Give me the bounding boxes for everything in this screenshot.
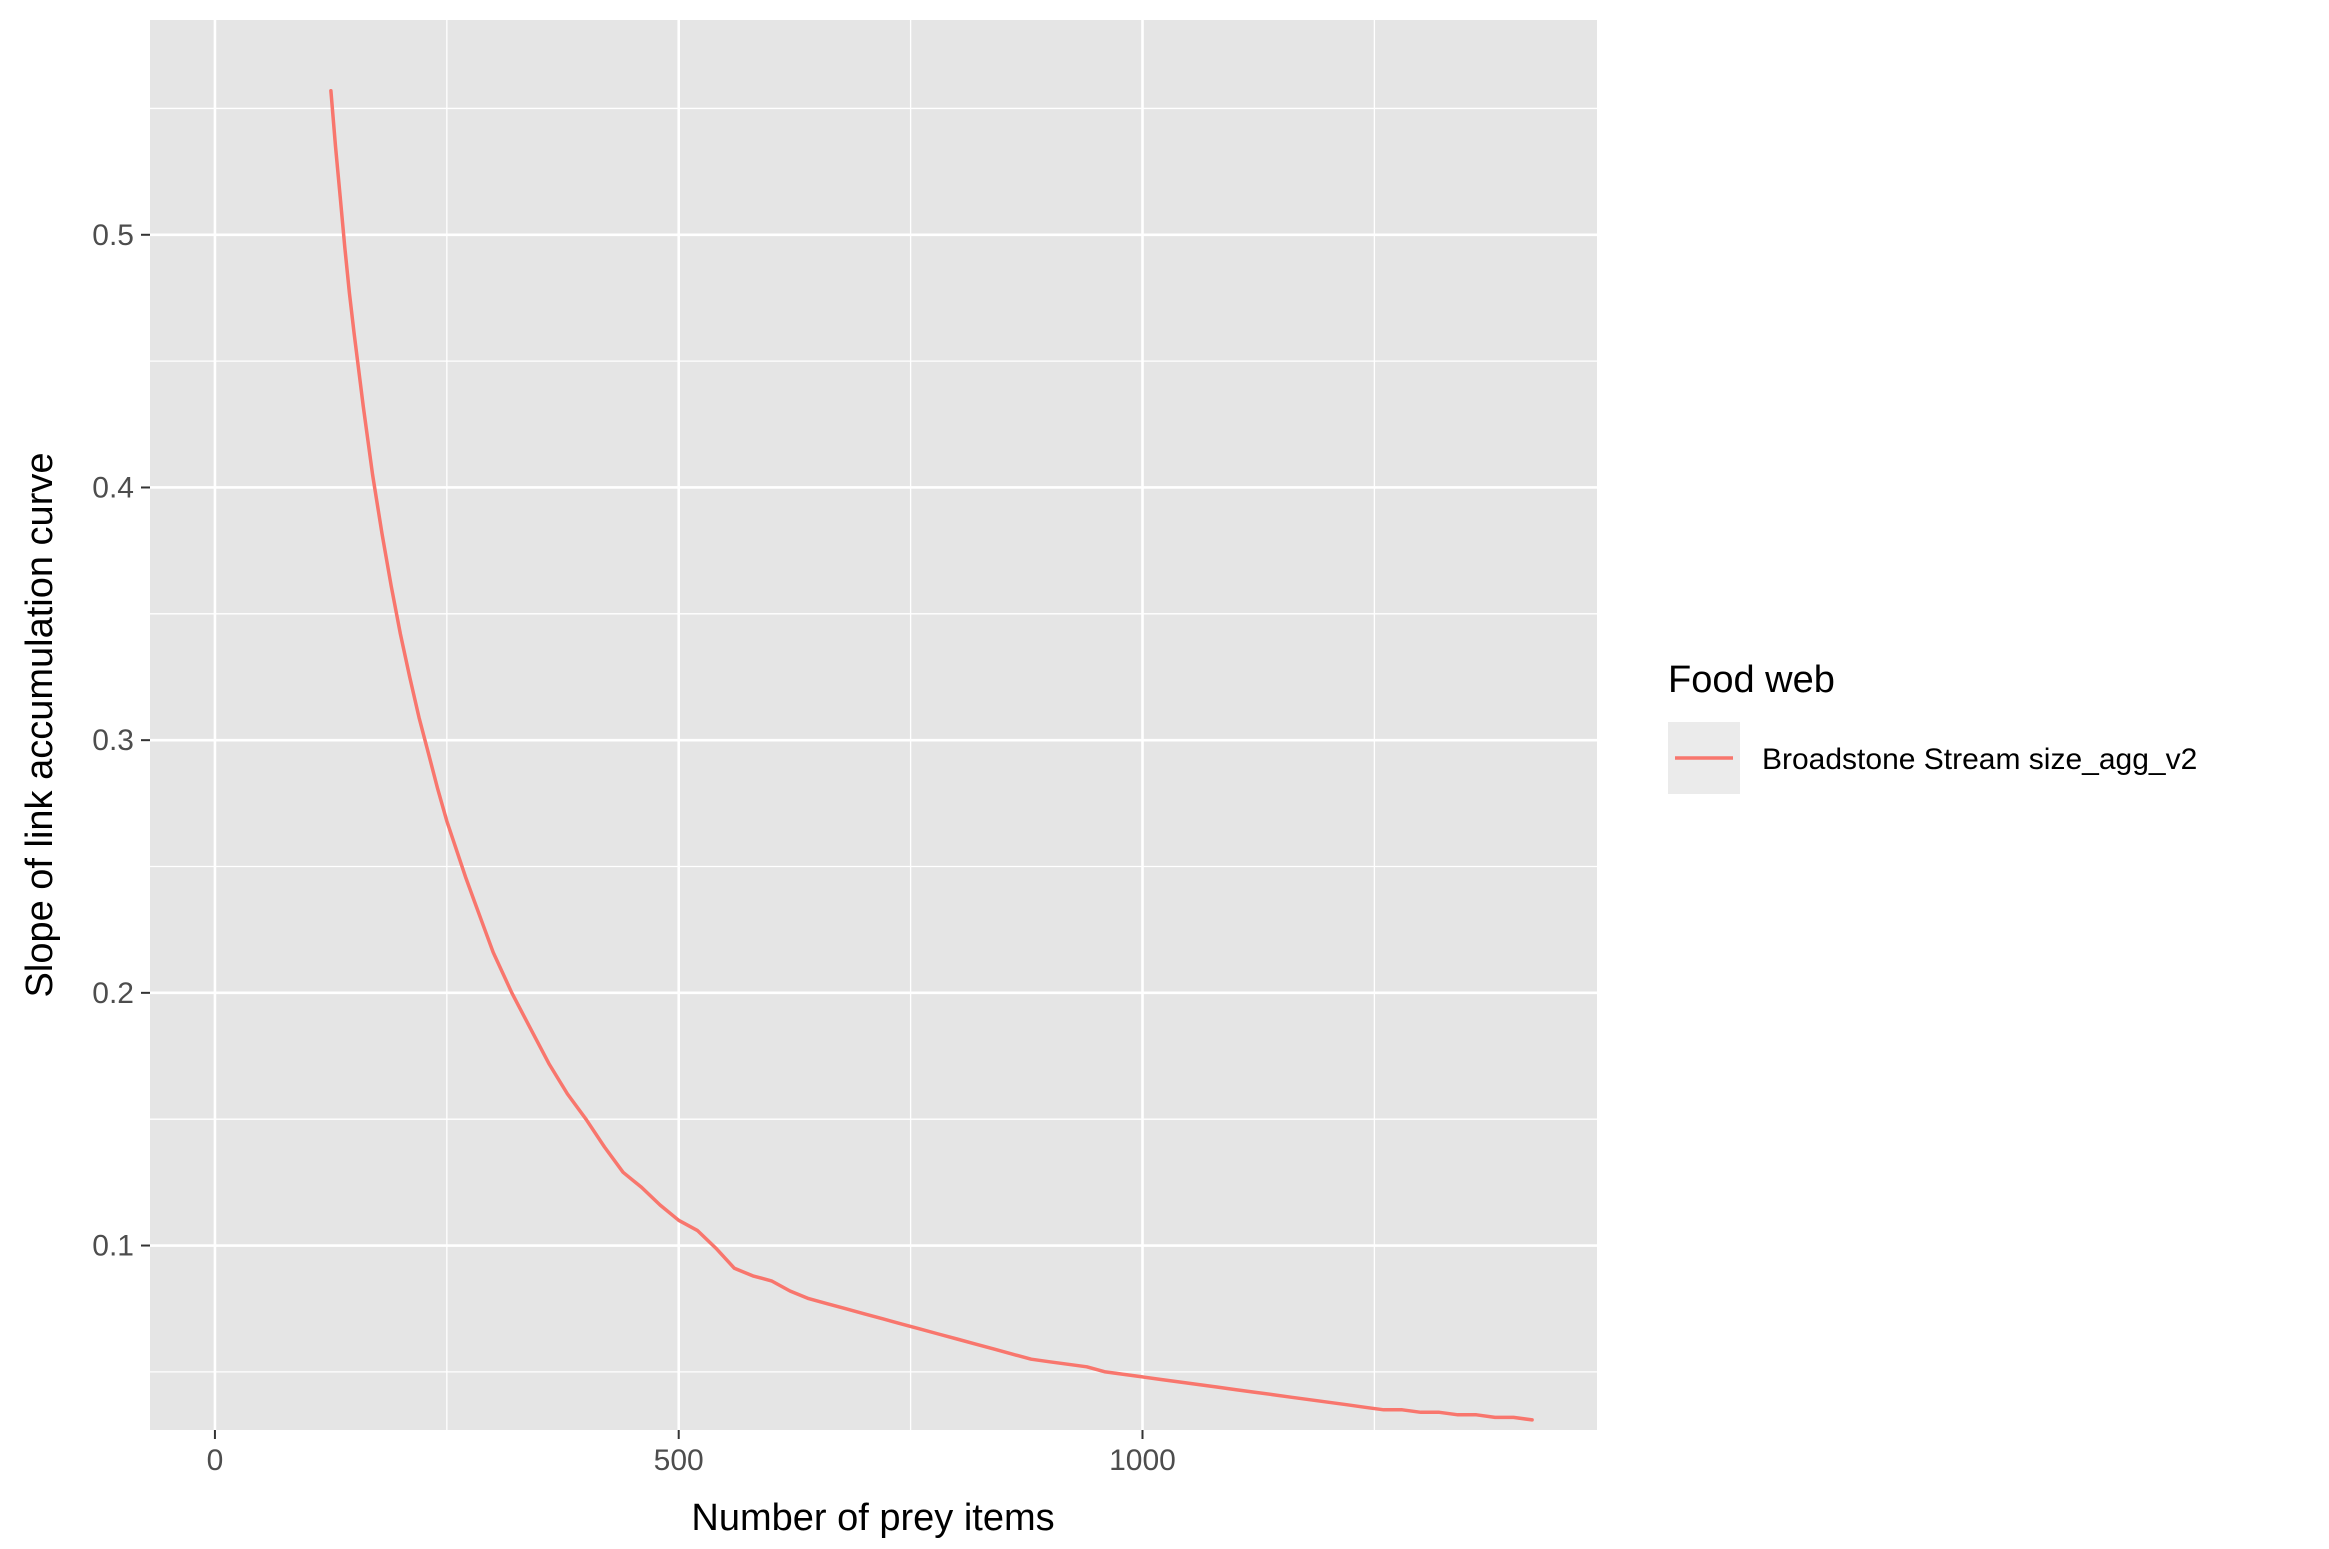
data-point bbox=[1104, 1371, 1107, 1373]
data-point bbox=[733, 1267, 736, 1270]
data-point bbox=[1011, 1353, 1014, 1355]
data-point bbox=[640, 1186, 643, 1189]
y-axis-title: Slope of link accumulation curve bbox=[19, 453, 61, 998]
data-point bbox=[529, 1027, 532, 1029]
y-axis: 0.1 0.2 0.3 0.4 0.5 bbox=[92, 219, 150, 1263]
y-tick-label: 0.2 bbox=[92, 977, 134, 1010]
data-point bbox=[1531, 1419, 1533, 1421]
data-point bbox=[348, 292, 351, 294]
plot-panel bbox=[150, 20, 1597, 1430]
data-point bbox=[844, 1307, 847, 1310]
data-point bbox=[330, 90, 332, 92]
data-point bbox=[1086, 1366, 1088, 1368]
data-point bbox=[659, 1204, 661, 1206]
major-gridlines bbox=[150, 20, 1597, 1430]
data-point bbox=[807, 1297, 810, 1300]
data-point bbox=[863, 1313, 865, 1315]
x-tick-label: 500 bbox=[654, 1444, 704, 1477]
y-tick-label: 0.5 bbox=[92, 219, 134, 252]
data-point bbox=[1308, 1398, 1311, 1401]
data-point bbox=[1457, 1414, 1459, 1416]
data-point bbox=[455, 848, 457, 850]
data-point bbox=[408, 676, 411, 678]
data-point bbox=[1253, 1391, 1255, 1393]
data-point bbox=[334, 145, 337, 148]
data-point bbox=[511, 992, 513, 994]
data-point bbox=[436, 787, 439, 789]
data-point bbox=[427, 752, 430, 754]
data-point bbox=[1290, 1396, 1292, 1398]
y-tick-label: 0.3 bbox=[92, 724, 134, 757]
data-point bbox=[1512, 1416, 1515, 1419]
data-point bbox=[919, 1328, 921, 1330]
data-point bbox=[1401, 1409, 1403, 1411]
data-point bbox=[1160, 1378, 1162, 1381]
data-point bbox=[882, 1318, 884, 1320]
data-point bbox=[1123, 1373, 1125, 1376]
data-point bbox=[339, 196, 342, 198]
data-point bbox=[1215, 1386, 1218, 1388]
x-tick-label: 1000 bbox=[1109, 1444, 1176, 1477]
data-point bbox=[1030, 1358, 1032, 1360]
data-point bbox=[696, 1229, 699, 1232]
data-point bbox=[677, 1219, 680, 1222]
data-point bbox=[548, 1062, 550, 1065]
data-point bbox=[362, 405, 365, 408]
data-point bbox=[974, 1343, 977, 1345]
data-point bbox=[1364, 1406, 1366, 1409]
legend-series-label: Broadstone Stream size_agg_v2 bbox=[1762, 743, 2197, 776]
data-point bbox=[622, 1171, 624, 1174]
data-point bbox=[1475, 1414, 1478, 1416]
data-point bbox=[770, 1280, 773, 1282]
x-axis: 0 500 1000 bbox=[207, 1430, 1176, 1477]
data-point bbox=[1234, 1388, 1237, 1391]
data-point bbox=[1345, 1403, 1348, 1406]
data-point bbox=[399, 633, 402, 635]
data-point bbox=[1048, 1361, 1051, 1363]
data-point bbox=[1438, 1411, 1441, 1414]
data-point bbox=[446, 820, 448, 822]
data-point bbox=[371, 474, 374, 476]
data-point bbox=[1494, 1416, 1496, 1419]
data-point bbox=[1327, 1401, 1329, 1403]
data-point bbox=[900, 1323, 903, 1325]
x-axis-title: Number of prey items bbox=[691, 1497, 1054, 1539]
data-point bbox=[993, 1348, 995, 1350]
legend-title: Food web bbox=[1668, 659, 1835, 701]
data-point bbox=[464, 875, 467, 878]
data-point bbox=[473, 901, 476, 903]
data-point bbox=[826, 1302, 828, 1305]
data-point bbox=[1178, 1381, 1181, 1383]
minor-gridlines bbox=[150, 20, 1597, 1430]
data-point bbox=[353, 332, 355, 335]
legend: Food web Broadstone Stream size_agg_v2 bbox=[1668, 659, 2197, 794]
y-tick-label: 0.1 bbox=[92, 1230, 134, 1263]
data-point bbox=[1420, 1411, 1422, 1414]
data-point bbox=[1197, 1383, 1199, 1386]
data-point bbox=[390, 585, 393, 587]
data-point bbox=[1271, 1393, 1274, 1396]
data-point bbox=[585, 1118, 587, 1120]
data-point bbox=[566, 1093, 569, 1095]
data-point bbox=[956, 1338, 958, 1340]
data-point bbox=[1141, 1376, 1144, 1378]
data-point bbox=[381, 532, 383, 534]
y-tick-label: 0.4 bbox=[92, 471, 134, 504]
data-point bbox=[344, 246, 346, 249]
data-point bbox=[603, 1146, 606, 1148]
data-point bbox=[937, 1333, 940, 1335]
data-point bbox=[715, 1247, 717, 1249]
data-point bbox=[492, 951, 495, 954]
data-point bbox=[1067, 1363, 1070, 1366]
data-point bbox=[483, 926, 485, 928]
data-point bbox=[789, 1290, 791, 1292]
data-point bbox=[418, 716, 420, 719]
x-tick-label: 0 bbox=[207, 1444, 224, 1477]
data-point bbox=[1382, 1409, 1385, 1411]
series-layer bbox=[329, 89, 1534, 1422]
data-point bbox=[752, 1275, 754, 1277]
